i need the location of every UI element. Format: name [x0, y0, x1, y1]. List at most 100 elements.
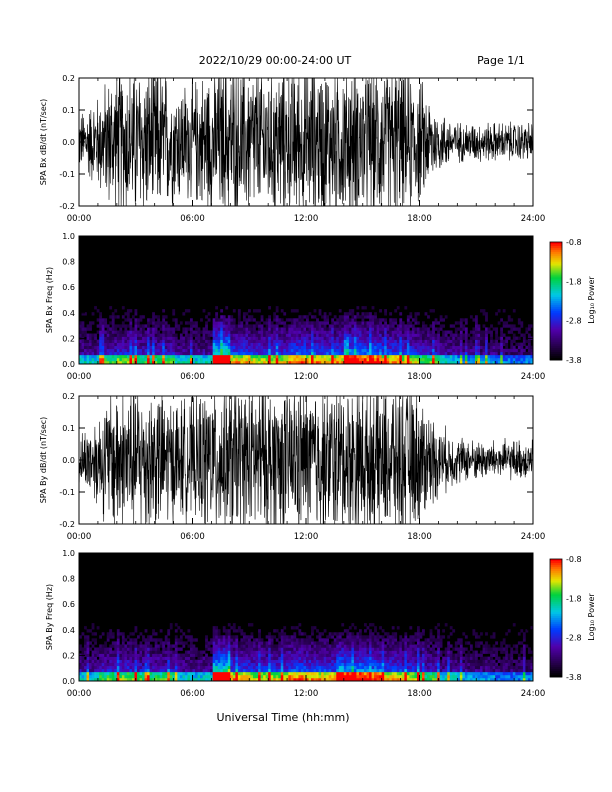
spectrogram-cell	[195, 321, 198, 325]
spectrogram-cell	[84, 312, 87, 316]
spectrogram-cell	[230, 324, 234, 328]
spectrogram-cell	[222, 644, 226, 648]
spectrogram-cell	[346, 638, 350, 642]
spectrogram-cell	[212, 644, 216, 648]
spectrogram-cell	[391, 327, 395, 331]
spectrogram-cell	[293, 327, 297, 331]
spectrogram-cell	[137, 354, 140, 359]
spectrogram-cell	[124, 357, 128, 362]
spectrogram-cell	[253, 324, 256, 328]
spectrogram-cell	[202, 671, 206, 676]
spectrogram-cell	[255, 321, 259, 325]
spectrogram-cell	[101, 327, 105, 331]
spectrogram-cell	[285, 638, 289, 642]
spectrogram-cell	[379, 360, 382, 365]
spectrogram-cell	[139, 662, 143, 667]
spectrogram-cell	[295, 321, 299, 325]
spectrogram-cell	[202, 342, 206, 347]
spectrogram-cell	[422, 360, 425, 365]
spectrogram-cell	[230, 659, 234, 664]
spectrogram-cell	[457, 339, 461, 343]
spectrogram-cell	[275, 354, 279, 359]
spectrogram-cell	[265, 345, 269, 350]
spectrogram-cell	[348, 674, 352, 679]
spectrogram-cell	[419, 345, 423, 350]
spectrogram-cell	[139, 360, 143, 365]
spectrogram-cell	[111, 342, 115, 347]
spectrogram-cell	[245, 650, 249, 654]
spectrogram-cell	[303, 668, 307, 673]
spectrogram-cell	[361, 653, 365, 657]
spectrogram-cell	[295, 650, 299, 654]
spectrogram-cell	[237, 668, 241, 673]
spectrogram-cell	[416, 641, 420, 645]
spectrogram-cell	[79, 647, 82, 651]
spectrogram-cell	[172, 309, 176, 313]
spectrogram-cell	[142, 339, 145, 343]
spectrogram-cell	[394, 659, 398, 664]
spectrogram-cell	[280, 677, 284, 682]
spectrogram-cell	[414, 662, 418, 667]
spectrogram-cell	[308, 348, 312, 353]
spectrogram-cell	[353, 348, 357, 353]
spectrogram-cell	[374, 324, 377, 328]
spectrogram-cell	[94, 665, 97, 670]
spectrogram-cell	[167, 653, 171, 657]
spectrogram-cell	[361, 662, 365, 667]
spectrogram-cell	[258, 641, 261, 645]
spectrogram-cell	[394, 345, 398, 350]
spectrogram-cell	[371, 315, 375, 319]
spectrogram-cell	[250, 635, 254, 639]
spectrogram-cell	[495, 330, 498, 334]
spectrogram-cell	[134, 656, 138, 660]
spectrogram-cell	[422, 351, 425, 356]
spectrogram-cell	[290, 360, 294, 365]
spectrogram-cell	[139, 357, 143, 362]
spectrogram-cell	[389, 312, 393, 316]
spectrogram-cell	[245, 354, 249, 359]
spectrogram-cell	[275, 327, 279, 331]
spectrogram-cell	[275, 677, 279, 682]
spectrogram-cell	[210, 650, 213, 654]
spectrogram-cell	[101, 659, 105, 664]
spectrogram-cell	[432, 668, 435, 673]
spectrogram-cell	[245, 668, 249, 673]
spectrogram-cell	[462, 360, 466, 365]
spectrogram-cell	[358, 327, 362, 331]
colorbar-cell	[550, 330, 562, 333]
spectrogram-cell	[169, 647, 173, 651]
spectrogram-cell	[134, 309, 138, 313]
spectrogram-cell	[124, 647, 128, 651]
spectrogram-cell	[522, 354, 526, 359]
spectrogram-cell	[280, 336, 284, 340]
colorbar-cell	[550, 295, 562, 298]
spectrogram-cell	[341, 321, 345, 325]
spectrogram-cell	[235, 653, 239, 657]
spectrogram-cell	[225, 644, 229, 648]
spectrogram-cell	[353, 650, 357, 654]
spectrogram-cell	[290, 671, 294, 676]
spectrogram-cell	[164, 671, 168, 676]
spectrogram-cell	[376, 653, 380, 657]
spectrogram-cell	[434, 626, 438, 630]
spectrogram-cell	[424, 668, 428, 673]
spectrogram-cell	[207, 333, 211, 337]
spectrogram-cell	[192, 348, 196, 353]
spectrogram-cell	[406, 348, 410, 353]
spectrogram-cell	[311, 641, 314, 645]
spectrogram-cell	[109, 674, 113, 679]
spectrogram-cell	[275, 662, 279, 667]
spectrogram-cell	[500, 330, 504, 334]
spectrogram-cell	[84, 662, 87, 667]
spectrogram-cell	[275, 309, 279, 313]
spectrogram-cell	[189, 638, 193, 642]
spectrogram-cell	[119, 324, 123, 328]
spectrogram-cell	[328, 659, 332, 664]
spectrogram-cell	[522, 339, 526, 343]
spectrogram-cell	[353, 321, 357, 325]
spectrogram-cell	[394, 330, 398, 334]
spectrogram-cell	[356, 342, 360, 347]
spectrogram-cell	[485, 348, 488, 353]
spectrogram-cell	[91, 342, 95, 347]
spectrogram-cell	[245, 671, 249, 676]
